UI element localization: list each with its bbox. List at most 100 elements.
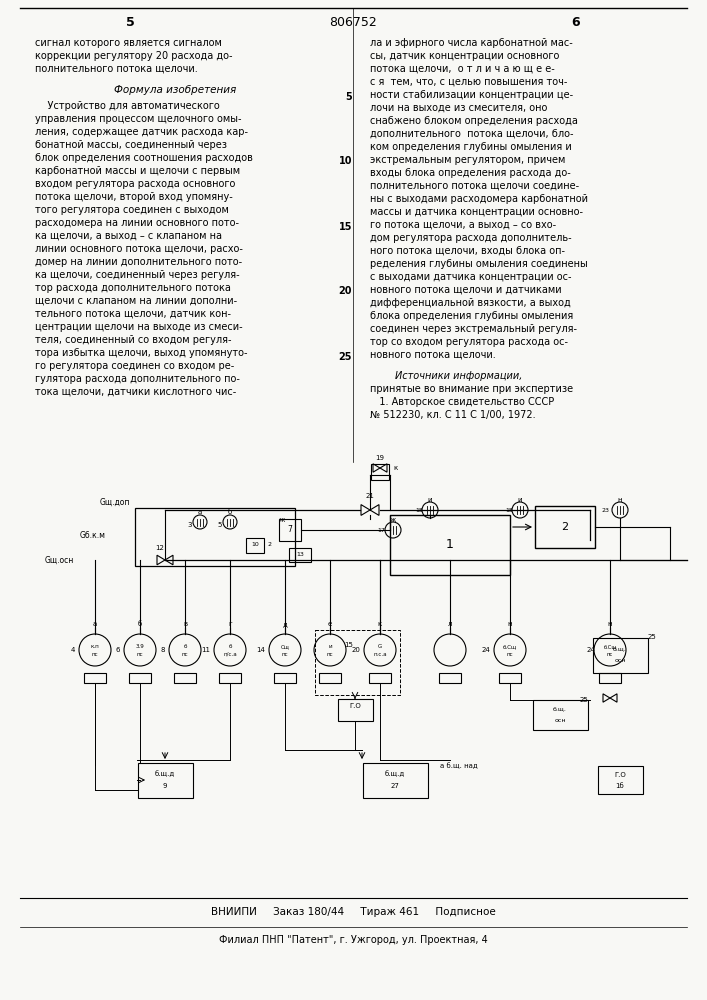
- Text: 25: 25: [580, 697, 589, 703]
- Text: входом регулятора расхода основного: входом регулятора расхода основного: [35, 179, 235, 189]
- Text: к.п: к.п: [90, 645, 100, 650]
- Text: 1. Авторское свидетельство СССР: 1. Авторское свидетельство СССР: [370, 397, 554, 407]
- Bar: [592, 638, 648, 672]
- Text: пс: пс: [136, 652, 144, 656]
- Text: 18: 18: [415, 508, 423, 512]
- Text: массы и датчика концентрации основно-: массы и датчика концентрации основно-: [370, 207, 583, 217]
- Bar: [315, 630, 400, 695]
- Text: н: н: [618, 497, 622, 503]
- Text: Г.О: Г.О: [349, 703, 361, 709]
- Text: 15: 15: [344, 642, 353, 648]
- Text: б.щ.: б.щ.: [553, 708, 567, 712]
- Text: блока определения глубины омыления: блока определения глубины омыления: [370, 311, 573, 321]
- Text: входы блока определения расхода до-: входы блока определения расхода до-: [370, 168, 571, 178]
- Text: 11: 11: [201, 647, 210, 653]
- Text: домер на линии дополнительного пото-: домер на линии дополнительного пото-: [35, 257, 242, 267]
- Text: ла и эфирного числа карбонатной мас-: ла и эфирного числа карбонатной мас-: [370, 38, 573, 48]
- Text: 2: 2: [561, 522, 568, 532]
- Text: расходомера на линии основного пото-: расходомера на линии основного пото-: [35, 218, 239, 228]
- Text: л: л: [448, 621, 452, 627]
- Bar: [219, 673, 241, 683]
- Text: 18: 18: [506, 508, 513, 512]
- Text: 5: 5: [345, 92, 352, 102]
- Text: 4: 4: [71, 647, 75, 653]
- Text: 6: 6: [572, 15, 580, 28]
- Text: Gщ.осн: Gщ.осн: [45, 556, 74, 564]
- Bar: [246, 538, 264, 552]
- Text: пс: пс: [607, 652, 613, 656]
- Text: управления процессом щелочного омы-: управления процессом щелочного омы-: [35, 114, 242, 124]
- Text: 10: 10: [251, 542, 259, 548]
- Text: а: а: [198, 509, 202, 515]
- Text: теля, соединенный со входом регуля-: теля, соединенный со входом регуля-: [35, 335, 231, 345]
- Text: Устройство для автоматического: Устройство для автоматического: [35, 101, 220, 111]
- Text: новного потока щелочи.: новного потока щелочи.: [370, 350, 496, 360]
- Text: ны с выходами расходомера карбонатной: ны с выходами расходомера карбонатной: [370, 194, 588, 204]
- Text: 7: 7: [288, 526, 293, 534]
- Bar: [289, 548, 311, 562]
- Text: пс: пс: [182, 652, 188, 656]
- Bar: [597, 766, 643, 794]
- Bar: [129, 673, 151, 683]
- Text: 3: 3: [187, 522, 192, 528]
- Text: бонатной массы, соединенный через: бонатной массы, соединенный через: [35, 140, 227, 150]
- Text: полнительного потока щелочи.: полнительного потока щелочи.: [35, 64, 198, 74]
- Text: дополнительного  потока щелочи, бло-: дополнительного потока щелочи, бло-: [370, 129, 573, 139]
- Text: тор со входом регулятора расхода ос-: тор со входом регулятора расхода ос-: [370, 337, 568, 347]
- Text: тора избытка щелочи, выход упомянуто-: тора избытка щелочи, выход упомянуто-: [35, 348, 247, 358]
- Text: ного потока щелочи, входы блока оп-: ного потока щелочи, входы блока оп-: [370, 246, 565, 256]
- Text: 23: 23: [602, 508, 610, 512]
- Text: Формула изобретения: Формула изобретения: [114, 85, 236, 95]
- Text: 13: 13: [296, 552, 304, 558]
- Text: пс: пс: [281, 652, 288, 656]
- Text: ж: ж: [390, 517, 396, 523]
- Bar: [174, 673, 196, 683]
- Text: к: к: [393, 465, 397, 471]
- Text: 806752: 806752: [329, 15, 377, 28]
- Text: 25: 25: [339, 352, 352, 361]
- Text: б.Сщ: б.Сщ: [603, 645, 617, 650]
- Text: Сщ: Сщ: [281, 645, 289, 650]
- Text: и: и: [328, 645, 332, 650]
- Text: 24: 24: [586, 647, 595, 653]
- Text: новного потока щелочи и датчиками: новного потока щелочи и датчиками: [370, 285, 561, 295]
- Text: го регулятора соединен со входом ре-: го регулятора соединен со входом ре-: [35, 361, 234, 371]
- Text: ка щелочи, соединенный через регуля-: ка щелочи, соединенный через регуля-: [35, 270, 240, 280]
- Text: потока щелочи,  о т л и ч а ю щ е е-: потока щелочи, о т л и ч а ю щ е е-: [370, 64, 555, 74]
- Text: 10: 10: [339, 156, 352, 166]
- Text: G: G: [378, 645, 382, 650]
- Text: 14: 14: [256, 647, 265, 653]
- Text: сигнал которого является сигналом: сигнал которого является сигналом: [35, 38, 222, 48]
- Text: Gб.к.м: Gб.к.м: [80, 530, 106, 540]
- Text: снабжено блоком определения расхода: снабжено блоком определения расхода: [370, 116, 578, 126]
- Text: 2: 2: [268, 542, 272, 548]
- Bar: [599, 673, 621, 683]
- Text: 3.9: 3.9: [136, 645, 144, 650]
- Text: го потока щелочи, а выход – со вхо-: го потока щелочи, а выход – со вхо-: [370, 220, 556, 230]
- Text: гулятора расхода дополнительного по-: гулятора расхода дополнительного по-: [35, 374, 240, 384]
- Text: б: б: [138, 621, 142, 627]
- Bar: [337, 699, 373, 721]
- Text: тельного потока щелочи, датчик кон-: тельного потока щелочи, датчик кон-: [35, 309, 231, 319]
- Text: принятые во внимание при экспертизе: принятые во внимание при экспертизе: [370, 384, 573, 394]
- Text: ления, содержащее датчик расхода кар-: ления, содержащее датчик расхода кар-: [35, 127, 248, 137]
- Bar: [84, 673, 106, 683]
- Text: лочи на выходе из смесителя, оно: лочи на выходе из смесителя, оно: [370, 103, 547, 113]
- Bar: [135, 508, 295, 566]
- Text: б.Сщ: б.Сщ: [503, 645, 517, 650]
- Text: н: н: [508, 621, 513, 627]
- Bar: [363, 762, 428, 798]
- Bar: [439, 673, 461, 683]
- Text: центрации щелочи на выходе из смеси-: центрации щелочи на выходе из смеси-: [35, 322, 243, 332]
- Bar: [319, 673, 341, 683]
- Text: б.щ.: б.щ.: [613, 648, 627, 652]
- Text: 1: 1: [446, 538, 454, 552]
- Text: н: н: [608, 621, 612, 627]
- Text: № 512230, кл. С 11 С 1/00, 1972.: № 512230, кл. С 11 С 1/00, 1972.: [370, 410, 536, 420]
- Text: полнительного потока щелочи соедине-: полнительного потока щелочи соедине-: [370, 181, 579, 191]
- Text: к: к: [378, 621, 382, 627]
- Text: 1б: 1б: [616, 783, 624, 789]
- Text: ком определения глубины омыления и: ком определения глубины омыления и: [370, 142, 572, 152]
- Text: 9: 9: [163, 783, 168, 789]
- Bar: [279, 519, 301, 541]
